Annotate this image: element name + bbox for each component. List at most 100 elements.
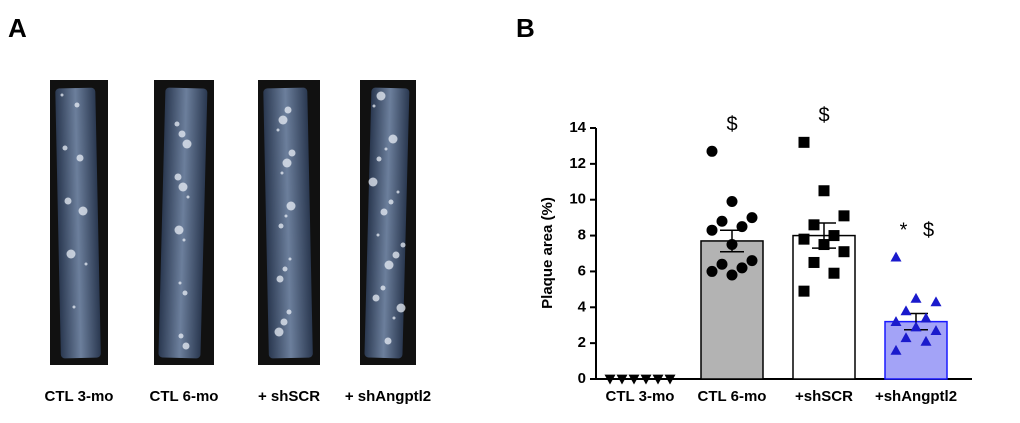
plaque-spot <box>186 195 190 199</box>
plaque-spot <box>178 281 182 285</box>
data-point <box>910 321 922 332</box>
plaque-spot <box>274 327 284 337</box>
data-point <box>920 335 932 346</box>
plaque-spot <box>282 158 292 168</box>
x-tick-label: +shAngptl2 <box>875 388 957 405</box>
plaque-spot <box>384 337 392 345</box>
plaque-spot <box>284 214 288 218</box>
plaque-spot <box>174 225 184 235</box>
data-point <box>890 251 902 262</box>
vessel <box>158 87 208 359</box>
plaque-spot <box>178 130 186 138</box>
data-point <box>890 316 902 327</box>
panel-label: B <box>516 13 535 43</box>
data-point <box>808 256 820 268</box>
plaque-spot <box>384 260 394 270</box>
plaque-spot <box>60 93 64 97</box>
plaque-spot <box>182 290 188 296</box>
data-point <box>640 374 652 385</box>
data-point <box>726 196 738 208</box>
photo <box>258 80 320 365</box>
data-point <box>818 239 830 251</box>
plaque-spot <box>396 190 400 194</box>
data-point <box>798 233 810 245</box>
plaque-spot <box>74 102 80 108</box>
data-point <box>818 185 830 197</box>
plaque-spot <box>278 115 288 125</box>
data-point <box>652 374 664 385</box>
significance-marker: * <box>900 219 908 241</box>
plaque-spot <box>376 156 382 162</box>
data-point <box>706 145 718 157</box>
data-point <box>604 374 616 385</box>
plaque-spot <box>276 275 284 283</box>
plaque-spot <box>178 182 188 192</box>
plaque-spot <box>174 121 180 127</box>
plaque-spot <box>376 233 380 237</box>
plaque-spot <box>64 197 72 205</box>
y-tick-label: 4 <box>578 298 587 315</box>
plaque-spot <box>372 294 380 302</box>
significance-marker: $ <box>818 105 829 127</box>
y-tick-label: 14 <box>569 119 586 136</box>
vessel <box>364 87 410 359</box>
plaque-spot <box>392 251 400 259</box>
plaque-spot <box>182 238 186 242</box>
data-point <box>828 267 840 279</box>
plaque-spot <box>392 316 396 320</box>
x-tick-label: CTL 3-mo <box>606 388 675 405</box>
plaque-spot <box>62 145 68 151</box>
data-point <box>838 246 850 258</box>
photo <box>360 80 416 365</box>
plaque-spot <box>384 147 388 151</box>
data-point <box>628 374 640 385</box>
x-tick-label: CTL 6-mo <box>698 388 767 405</box>
photo <box>154 80 214 365</box>
plaque-spot <box>286 309 292 315</box>
data-point <box>900 305 912 316</box>
vessel <box>263 87 313 359</box>
data-point <box>746 255 758 267</box>
plaque-spot <box>174 173 182 181</box>
significance-marker: $ <box>923 219 934 241</box>
y-tick-label: 2 <box>578 334 586 351</box>
data-point <box>616 374 628 385</box>
data-point <box>808 219 820 231</box>
y-tick-label: 0 <box>578 370 586 387</box>
data-point <box>930 325 942 335</box>
data-point <box>910 292 922 303</box>
bar <box>792 234 856 380</box>
image-label: CTL 3-mo <box>45 388 114 405</box>
image-label: + shAngptl2 <box>345 388 431 405</box>
plaque-spot <box>276 128 280 132</box>
data-point <box>726 239 738 251</box>
data-point <box>726 269 738 281</box>
plaque-spot <box>72 305 76 309</box>
data-point <box>900 332 912 343</box>
data-point <box>736 262 748 274</box>
y-tick-label: 8 <box>578 227 586 244</box>
data-point <box>716 215 728 227</box>
plaque-spot <box>380 285 386 291</box>
plaque-spot <box>284 106 292 114</box>
y-tick-label: 6 <box>578 262 586 279</box>
plaque-spot <box>66 249 76 259</box>
plaque-spot <box>288 257 292 261</box>
plaque-spot <box>376 91 386 101</box>
plaque-spot <box>182 342 190 350</box>
plaque-spot <box>76 154 84 162</box>
data-point <box>838 210 850 222</box>
plaque-spot <box>182 139 192 149</box>
plaque-spot <box>288 149 296 157</box>
significance-marker: $ <box>726 114 737 136</box>
data-point <box>798 285 810 297</box>
plaque-spot <box>396 303 406 313</box>
image-label: + shSCR <box>258 388 320 405</box>
image-label: CTL 6-mo <box>150 388 219 405</box>
data-point <box>706 265 718 277</box>
plaque-spot <box>178 333 184 339</box>
data-point <box>736 221 748 233</box>
data-point <box>706 224 718 236</box>
plaque-spot <box>282 266 288 272</box>
